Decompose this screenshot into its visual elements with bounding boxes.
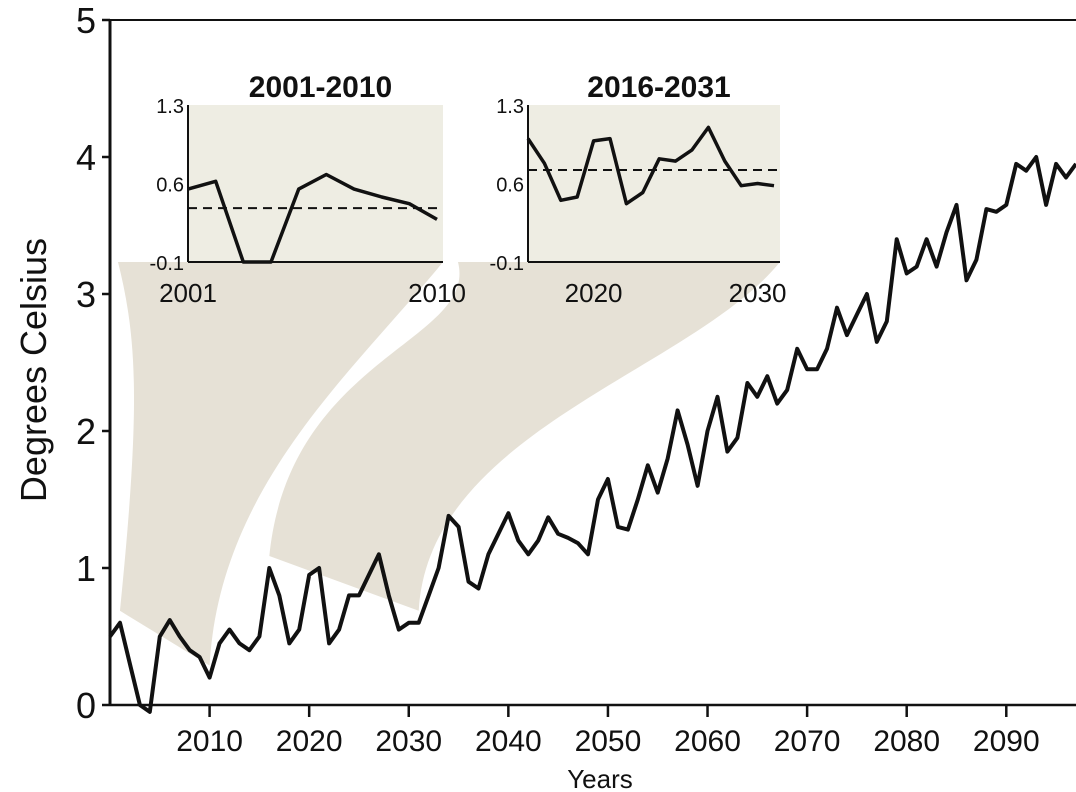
y-axis-label: Degrees Celsius [13, 238, 54, 502]
y-tick-label: 0 [76, 685, 96, 726]
zoom-band [118, 262, 443, 666]
inset-chart: 2016-2031 1.3 0.6 -0.1 2020 2030 [490, 71, 787, 308]
y-tick-label: 5 [76, 0, 96, 41]
inset-series-line [526, 125, 775, 206]
x-tick-label: 2040 [475, 725, 542, 758]
x-tick-label: 2020 [276, 725, 343, 758]
inset-series-line [187, 172, 438, 264]
inset-x-tick-label: 2030 [729, 278, 787, 308]
inset-y-tick-label: -0.1 [490, 253, 524, 275]
y-tick-label: 2 [76, 411, 96, 452]
inset-x-tick-label: 2020 [565, 278, 623, 308]
inset-title: 2001-2010 [249, 71, 392, 104]
inset-y-tick-label: 1.3 [156, 96, 184, 118]
inset-y-tick-label: 1.3 [496, 96, 524, 118]
x-tick-label: 2060 [674, 725, 741, 758]
y-tick-label: 4 [76, 137, 96, 178]
y-tick-label: 1 [76, 548, 96, 589]
x-tick-label: 2070 [774, 725, 841, 758]
inset-y-tick-label: -0.1 [150, 253, 184, 275]
inset-charts: 2001-2010 1.3 0.6 -0.1 2001 2010 2016-2031 1.3 0… [150, 71, 787, 308]
inset-title: 2016-2031 [587, 71, 730, 104]
inset-y-tick-label: 0.6 [156, 175, 184, 197]
series-line [108, 155, 1076, 714]
inset-x-tick-label: 2001 [159, 278, 217, 308]
inset-background [528, 105, 780, 262]
inset-chart: 2001-2010 1.3 0.6 -0.1 2001 2010 [150, 71, 466, 308]
y-tick-label: 3 [76, 274, 96, 315]
inset-background [188, 105, 443, 262]
x-axis-label: Years [567, 764, 633, 792]
x-tick-label: 2010 [176, 725, 243, 758]
zoom-bands [118, 262, 780, 666]
x-tick-label: 2090 [973, 725, 1040, 758]
x-tick-label: 2030 [375, 725, 442, 758]
x-tick-label: 2050 [575, 725, 642, 758]
inset-y-tick-label: 0.6 [496, 175, 524, 197]
inset-x-tick-label: 2010 [408, 278, 466, 308]
zoom-band [269, 262, 780, 611]
temperature-series [108, 155, 1076, 714]
x-ticks: 2010 2020 2030 2040 2050 2060 2070 2080 2090 [176, 705, 1040, 758]
y-ticks: 0 1 2 3 4 5 [76, 0, 110, 726]
x-tick-label: 2080 [873, 725, 940, 758]
